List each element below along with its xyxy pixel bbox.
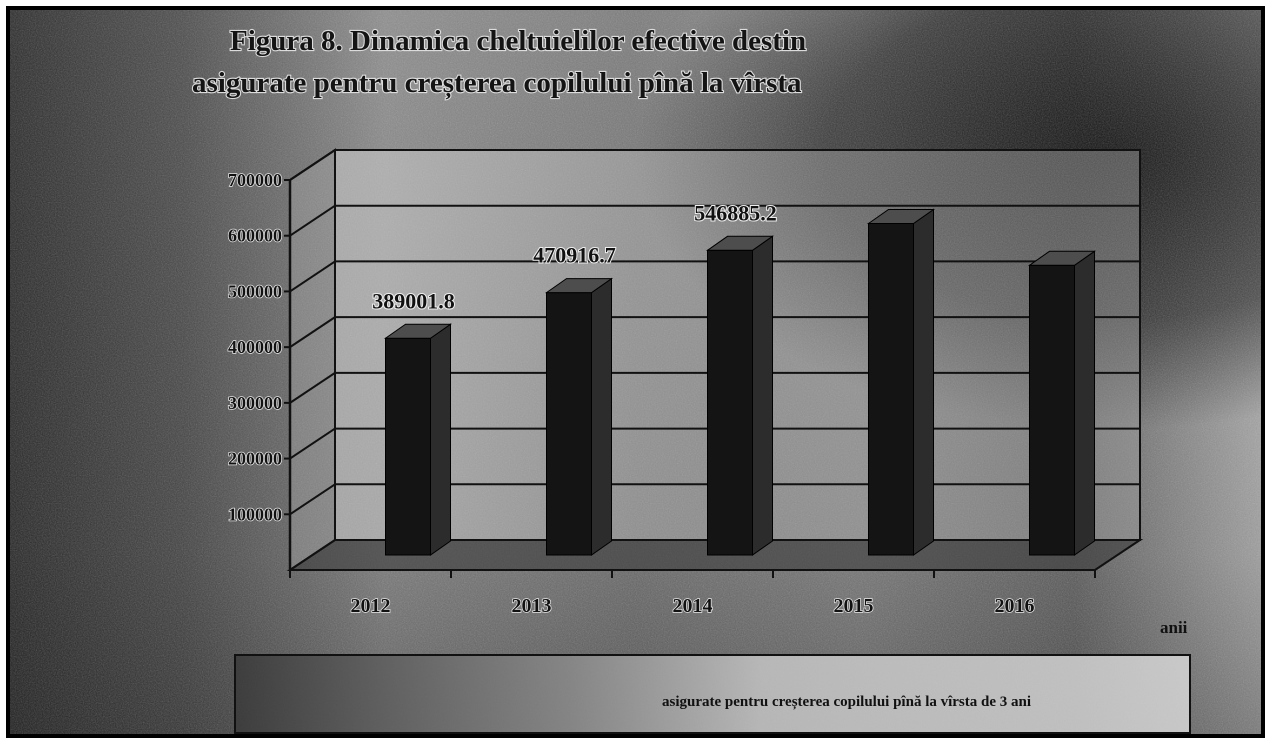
bar-side-2012 xyxy=(430,323,451,556)
figure-frame xyxy=(6,6,1265,738)
x-tick-label: 2015 xyxy=(834,595,874,617)
bar-2016 xyxy=(1029,264,1075,556)
y-tick-label: 100000 xyxy=(228,504,282,524)
x-tick-label: 2012 xyxy=(351,595,391,617)
gridline-side xyxy=(289,372,336,404)
gridline-side xyxy=(289,316,336,348)
bar-top-2014 xyxy=(705,235,775,251)
bar-side-2014 xyxy=(752,235,773,556)
bar-side-2013 xyxy=(591,277,612,556)
legend-box xyxy=(234,654,1191,734)
bar-2014 xyxy=(707,249,753,556)
bar-top-2016 xyxy=(1027,250,1097,266)
gridline-side xyxy=(289,204,336,237)
bar-top-2012 xyxy=(383,323,453,339)
data-label-2014: 546885.2 xyxy=(694,200,777,225)
bar-2013 xyxy=(546,292,592,556)
bar-side-2016 xyxy=(1074,250,1095,556)
chart-title-line-2: asigurate pentru creșterea copilului pîn… xyxy=(192,67,802,100)
gridline-side xyxy=(289,427,336,460)
chart-title-line-1: Figura 8. Dinamica cheltuielilor efectiv… xyxy=(230,25,806,57)
plot-area: 100000 200000 300000 400000 500000 600000 7000… xyxy=(227,149,1140,618)
x-tick-label: 2014 xyxy=(673,595,713,617)
legend: asigurate pentru creșterea copilului pîn… xyxy=(234,654,1191,734)
gridline-side xyxy=(289,149,336,181)
gridline-side xyxy=(289,260,336,293)
y-tick-label: 300000 xyxy=(228,393,282,413)
y-tick-label: 200000 xyxy=(228,449,282,469)
bar-2015 xyxy=(868,223,914,556)
data-label-2012: 389001.8 xyxy=(372,288,455,313)
bar-2012 xyxy=(385,337,431,556)
y-tick-label: 700000 xyxy=(228,170,282,190)
x-tick-label: 2013 xyxy=(512,595,552,617)
y-tick-label: 500000 xyxy=(228,281,282,301)
legend-entry-label: asigurate pentru creșterea copilului pîn… xyxy=(662,694,1031,710)
bar-side-2015 xyxy=(913,208,934,556)
x-axis-title: anii xyxy=(1160,618,1188,637)
y-tick-label: 600000 xyxy=(228,226,282,246)
bar-top-2015 xyxy=(866,209,936,224)
data-label-2013: 470916.7 xyxy=(533,243,616,268)
side-wall xyxy=(289,148,336,572)
y-tick-label: 400000 xyxy=(228,337,282,357)
x-tick-label: 2016 xyxy=(995,595,1035,617)
bar-top-2013 xyxy=(544,278,614,294)
gridline-side xyxy=(289,483,336,516)
